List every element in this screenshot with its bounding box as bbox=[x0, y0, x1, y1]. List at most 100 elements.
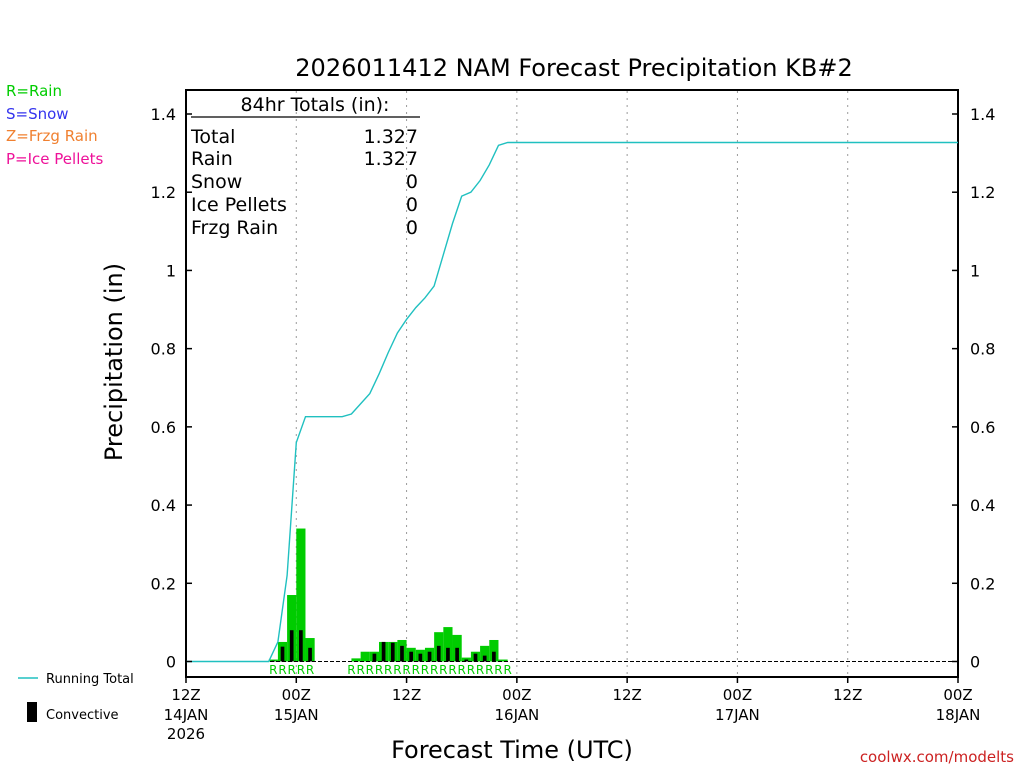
ptype-marker: R bbox=[458, 663, 466, 677]
precip-bars bbox=[268, 528, 508, 662]
ptype-marker: R bbox=[306, 663, 314, 677]
totals-label-rain: Rain bbox=[191, 148, 233, 170]
y-axis-label: Precipitation (in) bbox=[100, 263, 128, 461]
convective-legend-label: Convective bbox=[46, 708, 119, 723]
y-tick-label-right: 0.4 bbox=[970, 496, 995, 515]
precip-bar bbox=[268, 659, 278, 662]
x-tick-label: 00Z bbox=[943, 686, 972, 704]
legend-snow: S=Snow bbox=[6, 105, 69, 123]
running-total-line bbox=[186, 141, 958, 663]
x-tick-label: 00Z bbox=[502, 686, 531, 704]
plot-frame bbox=[185, 89, 959, 678]
y-tick-label-right: 0 bbox=[970, 653, 980, 672]
series-legend: Running Total Convective bbox=[18, 672, 134, 723]
ptype-marker: R bbox=[393, 663, 401, 677]
convective-bar bbox=[436, 645, 441, 662]
ptype-marker: R bbox=[412, 663, 420, 677]
precip-bar bbox=[489, 639, 499, 662]
y-tick-label-left: 0.6 bbox=[151, 418, 176, 437]
ptype-marker: R bbox=[402, 663, 410, 677]
x-tick-label: 12Z bbox=[171, 686, 200, 704]
totals-value-snow: 0 bbox=[406, 171, 418, 193]
y-tick-label-left: 1.2 bbox=[151, 183, 176, 202]
ptype-marker: R bbox=[439, 663, 447, 677]
running-total-legend-label: Running Total bbox=[46, 672, 134, 687]
totals-value-rain: 1.327 bbox=[364, 148, 418, 170]
ptype-marker: R bbox=[448, 663, 456, 677]
precip-bar bbox=[443, 627, 453, 662]
x-tick-label: 12Z bbox=[392, 686, 421, 704]
y-tick-label-right: 1 bbox=[970, 261, 980, 280]
ptype-marker: R bbox=[375, 663, 383, 677]
x-tick-date: 17JAN bbox=[715, 706, 760, 724]
convective-bar bbox=[308, 647, 312, 662]
totals-value-ice-pellets: 0 bbox=[406, 194, 418, 216]
ptype-marker: R bbox=[384, 663, 392, 677]
convective-bar bbox=[299, 630, 303, 662]
totals-label-ice-pellets: Ice Pellets bbox=[191, 194, 287, 216]
x-tick-date: 15JAN bbox=[274, 706, 319, 724]
totals-label-frzg-rain: Frzg Rain bbox=[191, 217, 278, 239]
convective-bar bbox=[492, 651, 496, 662]
y-tick-label-right: 0.2 bbox=[970, 574, 995, 593]
convective-bar bbox=[280, 646, 285, 662]
precip-bar bbox=[287, 595, 297, 662]
y-axis-ticks: 0 00.2 0.20.4 0.40.6 0.60.8 0.81 11.2 1.21.4 1.4 bbox=[151, 105, 996, 672]
legend-ice-pellets: P=Ice Pellets bbox=[6, 150, 103, 168]
x-tick-date: 18JAN bbox=[936, 706, 981, 724]
convective-bar bbox=[390, 642, 395, 662]
totals-value-frzg-rain: 0 bbox=[406, 217, 418, 239]
convective-bar bbox=[446, 647, 450, 662]
x-tick-year: 2026 bbox=[167, 725, 205, 743]
x-tick-label: 12Z bbox=[833, 686, 862, 704]
ptype-marker: R bbox=[503, 663, 511, 677]
convective-bar bbox=[289, 630, 294, 662]
x-tick-date: 14JAN bbox=[164, 706, 209, 724]
totals-value-total: 1.327 bbox=[364, 126, 418, 148]
convective-bar bbox=[372, 653, 377, 662]
ptype-marker: R bbox=[421, 663, 429, 677]
x-tick-label: 12Z bbox=[612, 686, 641, 704]
precip-bar bbox=[296, 528, 306, 662]
totals-header: 84hr Totals (in): bbox=[241, 94, 390, 116]
chart-title: 2026011412 NAM Forecast Precipitation KB… bbox=[295, 54, 852, 82]
totals-box: 84hr Totals (in): Total 1.327 Rain 1.327… bbox=[190, 94, 420, 239]
precip-type-legend: R=Rain S=Snow Z=Frzg Rain P=Ice Pellets bbox=[6, 82, 103, 168]
precip-bar bbox=[480, 645, 490, 662]
x-tick-label: 00Z bbox=[282, 686, 311, 704]
precip-bar bbox=[498, 659, 508, 662]
ptype-marker: R bbox=[288, 663, 296, 677]
x-axis-label: Forecast Time (UTC) bbox=[391, 736, 633, 764]
y-tick-label-left: 1 bbox=[166, 261, 176, 280]
totals-label-snow: Snow bbox=[191, 171, 242, 193]
convective-bar bbox=[400, 645, 404, 662]
legend-frzg-rain: Z=Frzg Rain bbox=[6, 127, 98, 145]
ptype-marker: R bbox=[494, 663, 502, 677]
ptype-marker: R bbox=[269, 663, 277, 677]
ptype-marker: R bbox=[347, 663, 355, 677]
precip-bar bbox=[360, 651, 370, 662]
ptype-marker: R bbox=[297, 663, 305, 677]
convective-bar bbox=[455, 647, 459, 662]
ptype-marker: R bbox=[430, 663, 438, 677]
vertical-gridlines bbox=[295, 91, 849, 676]
y-tick-label-left: 0 bbox=[166, 653, 176, 672]
convective-bar bbox=[381, 641, 386, 662]
y-tick-label-right: 1.2 bbox=[970, 183, 995, 202]
convective-bar bbox=[427, 651, 432, 662]
ptype-marker: R bbox=[476, 663, 484, 677]
y-tick-label-right: 0.6 bbox=[970, 418, 995, 437]
legend-rain: R=Rain bbox=[6, 82, 62, 100]
credit-text: coolwx.com/modelts bbox=[860, 748, 1014, 766]
ptype-marker: R bbox=[485, 663, 493, 677]
y-tick-label-right: 1.4 bbox=[970, 105, 995, 124]
convective-bar bbox=[482, 655, 487, 662]
totals-label-total: Total bbox=[190, 126, 235, 148]
ptype-marker: R bbox=[366, 663, 374, 677]
y-tick-label-left: 0.4 bbox=[151, 496, 176, 515]
x-tick-date: 16JAN bbox=[494, 706, 539, 724]
convective-bar bbox=[464, 659, 469, 662]
